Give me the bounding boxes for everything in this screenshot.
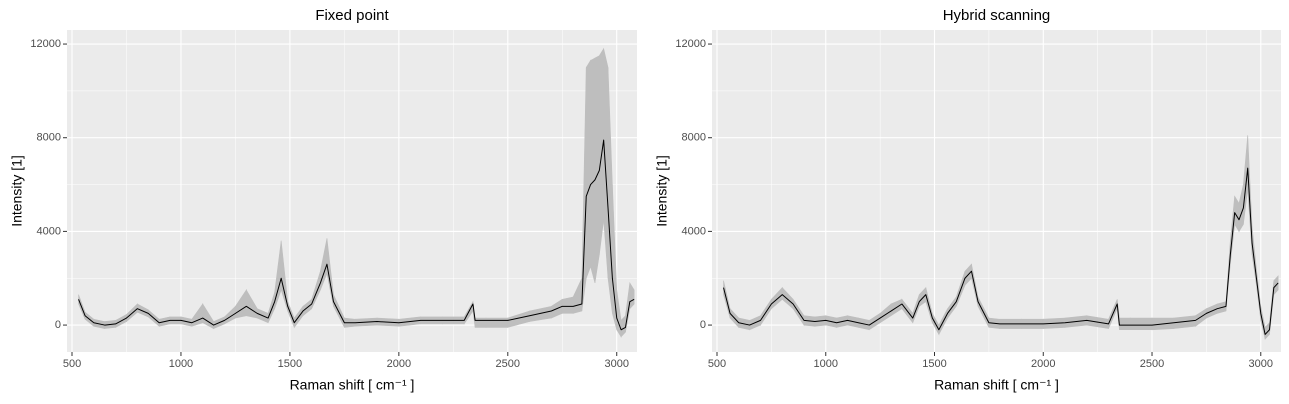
x-tick-label: 2500 bbox=[1140, 358, 1164, 370]
y-axis-label: Intensity [1] bbox=[654, 155, 670, 227]
plot-background bbox=[712, 30, 1281, 352]
x-tick-label: 3000 bbox=[1249, 358, 1273, 370]
chart-title: Fixed point bbox=[315, 7, 389, 24]
x-tick-label: 500 bbox=[708, 358, 726, 370]
band-segment bbox=[474, 317, 487, 328]
x-tick-label: 1000 bbox=[814, 358, 838, 370]
y-tick-label: 4000 bbox=[682, 225, 706, 237]
band-segment bbox=[1119, 317, 1131, 331]
panel: Hybrid scanning Raman shift [ cm⁻¹ ] Inten… bbox=[654, 7, 1281, 393]
y-tick-label: 12000 bbox=[675, 38, 706, 50]
band-segment bbox=[590, 57, 596, 283]
x-axis-label: Raman shift [ cm⁻¹ ] bbox=[290, 377, 415, 393]
x-tick-label: 1500 bbox=[922, 358, 946, 370]
plot-background bbox=[67, 30, 637, 352]
y-tick-label: 8000 bbox=[682, 132, 706, 144]
panel: Fixed point Raman shift [ cm⁻¹ ] Intensity… bbox=[9, 7, 637, 393]
x-tick-label: 1500 bbox=[278, 358, 302, 370]
x-tick-label: 2500 bbox=[496, 358, 520, 370]
x-tick-label: 2000 bbox=[1031, 358, 1055, 370]
y-tick-label: 0 bbox=[55, 319, 61, 331]
band-segment bbox=[629, 281, 635, 310]
x-axis-label: Raman shift [ cm⁻¹ ] bbox=[934, 377, 1059, 393]
mean-line bbox=[723, 167, 1279, 335]
band-segment bbox=[585, 59, 591, 279]
x-tick-label: 1000 bbox=[169, 358, 193, 370]
band-segment bbox=[485, 317, 509, 328]
y-tick-label: 8000 bbox=[37, 132, 61, 144]
x-tick-label: 500 bbox=[63, 358, 81, 370]
band-segment bbox=[1129, 317, 1153, 331]
x-tick-label: 3000 bbox=[604, 358, 628, 370]
y-tick-label: 0 bbox=[700, 319, 706, 331]
mean-line bbox=[78, 139, 635, 331]
y-tick-label: 4000 bbox=[37, 225, 61, 237]
x-tick-label: 2000 bbox=[387, 358, 411, 370]
y-axis-label: Intensity [1] bbox=[9, 155, 25, 227]
band-segment bbox=[561, 296, 574, 314]
band-segment bbox=[594, 55, 600, 283]
chart-title: Hybrid scanning bbox=[943, 7, 1051, 24]
y-tick-label: 12000 bbox=[30, 38, 61, 50]
